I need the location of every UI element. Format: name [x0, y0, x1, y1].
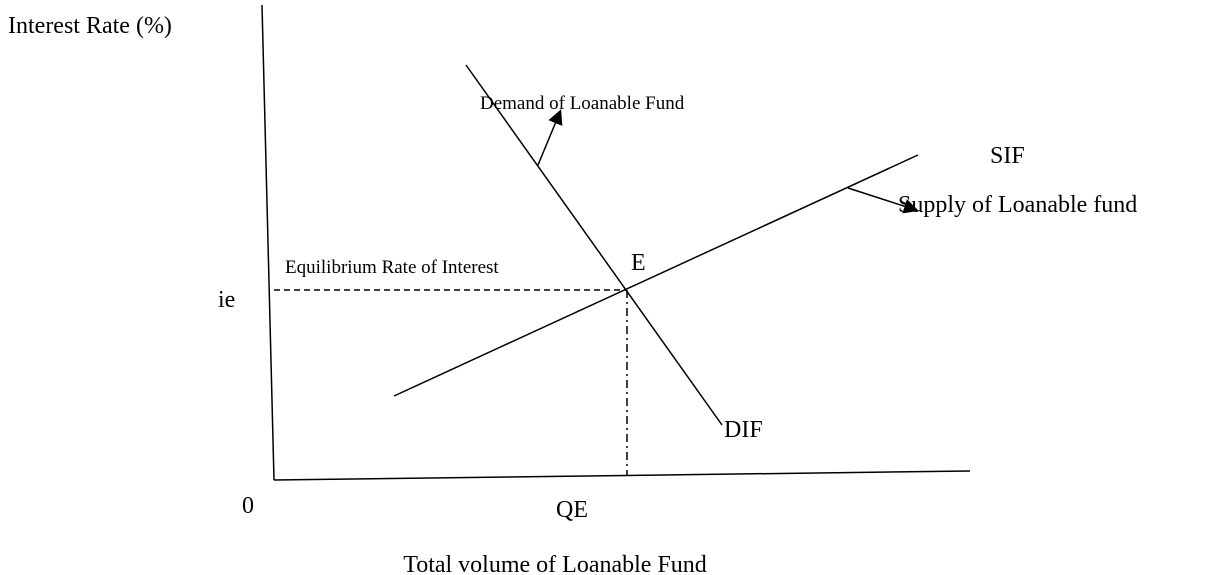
equilibrium-description: Equilibrium Rate of Interest — [285, 257, 499, 278]
supply-description: Supply of Loanable fund — [898, 192, 1137, 218]
supply-label: SIF — [990, 143, 1025, 169]
demand-description: Demand of Loanable Fund — [480, 93, 685, 114]
origin-label: 0 — [242, 493, 254, 519]
demand-curve — [465, 64, 723, 426]
demand-pointer — [537, 109, 563, 166]
supply-pointer — [847, 187, 919, 214]
qe-label: QE — [556, 497, 588, 523]
y-axis-label: Interest Rate (%) — [8, 13, 172, 39]
supply-curve — [393, 154, 919, 397]
y-axis — [261, 4, 275, 481]
equilibrium-point: E — [631, 250, 646, 276]
x-axis — [273, 470, 971, 481]
demand-label: DIF — [724, 417, 763, 443]
ie-label: ie — [218, 287, 235, 313]
x-axis-label: Total volume of Loanable Fund — [403, 552, 707, 575]
